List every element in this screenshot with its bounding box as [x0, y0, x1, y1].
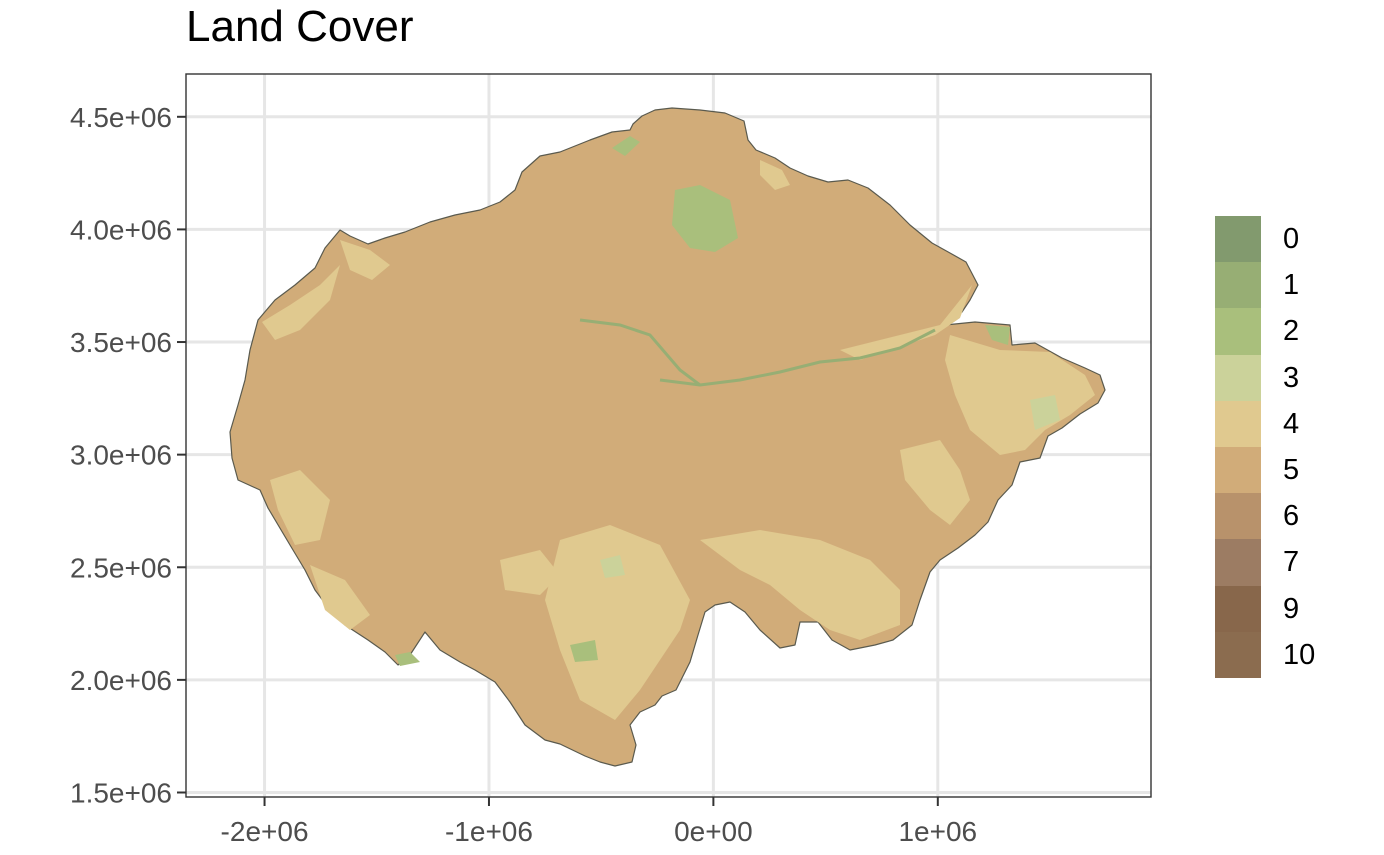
legend-label: 2 — [1283, 315, 1300, 348]
legend-label: 1 — [1283, 269, 1300, 302]
x-tick-label-2: 0e+00 — [674, 816, 753, 847]
land-cover-class-3-patches — [600, 395, 1060, 578]
y-tick-label-2: 2.5e+06 — [70, 552, 172, 583]
legend-label: 4 — [1283, 407, 1300, 440]
legend-swatch — [1215, 493, 1261, 540]
legend-label: 3 — [1283, 361, 1300, 394]
legend-label: 7 — [1283, 546, 1300, 579]
x-tick-label-0: -2e+06 — [221, 816, 309, 847]
plot-title: Land Cover — [186, 2, 414, 51]
legend-label: 5 — [1283, 453, 1300, 486]
legend-swatch — [1215, 446, 1261, 494]
y-tick-label-6: 4.5e+06 — [70, 102, 172, 133]
legend-label: 9 — [1283, 592, 1300, 625]
land-cover-class-1-river-corridor — [579, 318, 936, 387]
plot-panel-border — [185, 73, 1152, 798]
legend-swatch — [1215, 631, 1261, 678]
legend-swatch — [1215, 585, 1261, 632]
x-tick-label-1: -1e+06 — [445, 816, 533, 847]
legend-swatch — [1215, 539, 1261, 586]
y-tick-label-3: 3.0e+06 — [70, 440, 172, 471]
legend-label: 10 — [1283, 638, 1316, 671]
legend-swatch — [1215, 262, 1261, 309]
region-map — [229, 107, 1106, 767]
legend-label: 0 — [1283, 223, 1300, 255]
y-tick-label-5: 4.0e+06 — [70, 214, 172, 245]
land-cover-class-4-areas — [262, 160, 1095, 720]
y-tick-label-4: 3.5e+06 — [70, 327, 172, 358]
legend-swatch — [1215, 308, 1261, 355]
legend-swatch — [1215, 216, 1261, 263]
legend-swatch — [1215, 400, 1261, 447]
legend-label: 6 — [1283, 500, 1300, 533]
axes: -2e+06 -1e+06 0e+00 1e+06 1.5e+06 2.0e+06 2.5e… — [70, 102, 977, 847]
land-cover-class-2-areas — [395, 136, 1010, 666]
y-tick-label-1: 2.0e+06 — [70, 665, 172, 696]
y-tick-label-0: 1.5e+06 — [70, 777, 172, 808]
legend-swatch — [1215, 354, 1261, 401]
x-tick-label-3: 1e+06 — [898, 816, 977, 847]
